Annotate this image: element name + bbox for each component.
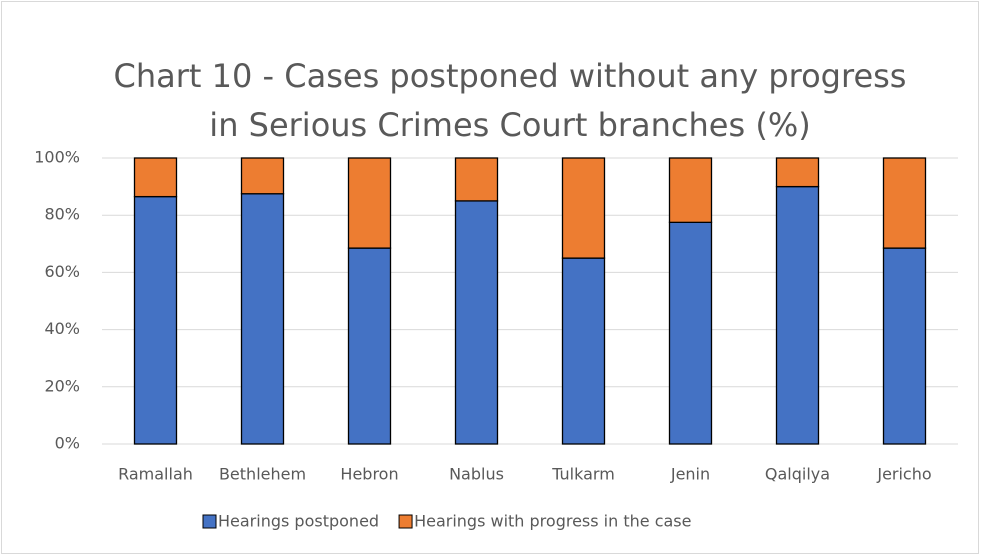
x-tick-label: Nablus [449,465,504,484]
bar-segment [454,200,499,445]
bar-segment [668,221,713,445]
y-tick-label: 0% [55,434,80,453]
y-tick-label: 60% [44,262,80,281]
x-tick-label: Ramallah [118,465,193,484]
bar-segment [561,157,606,259]
bar-segment [347,247,392,445]
x-tick-label: Jenin [670,465,710,484]
bar-segment [133,195,178,445]
bar-segment [668,157,713,223]
chart-title: in Serious Crimes Court branches (%) [209,106,810,144]
x-tick-label: Tulkarm [551,465,615,484]
x-tick-label: Bethlehem [219,465,306,484]
bar-segment [882,247,927,445]
bar-segment [240,157,285,195]
bar-segment [882,157,927,249]
y-tick-label: 40% [44,319,80,338]
chart-title: Chart 10 - Cases postponed without any p… [114,57,907,95]
legend-label: Hearings postponed [218,512,379,531]
bar-segment [561,257,606,445]
bar-segment [347,157,392,249]
y-tick-label: 100% [34,148,80,167]
legend-label: Hearings with progress in the case [414,512,691,531]
x-tick-label: Qalqilya [765,465,830,484]
y-tick-label: 20% [44,376,80,395]
bar-segment [454,157,499,202]
x-tick-label: Hebron [340,465,398,484]
bar-segment [240,193,285,445]
bar-segment [775,185,820,445]
bar-segment [775,157,820,188]
bar-segment [133,157,178,198]
legend-swatch [202,514,217,529]
y-tick-label: 80% [44,205,80,224]
x-tick-label: Jericho [876,465,931,484]
legend-swatch [398,514,413,529]
